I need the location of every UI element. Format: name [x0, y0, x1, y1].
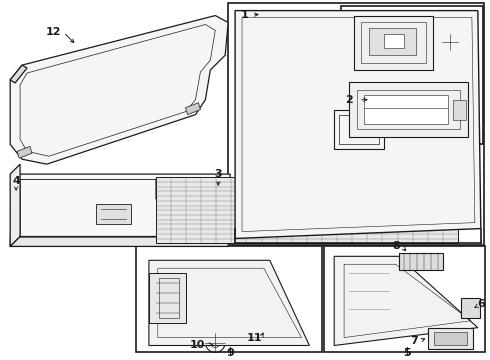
Polygon shape: [384, 35, 404, 48]
Text: 12: 12: [46, 27, 62, 37]
Text: 1: 1: [241, 10, 249, 19]
Polygon shape: [434, 332, 467, 346]
Polygon shape: [149, 260, 309, 346]
Polygon shape: [10, 164, 20, 246]
Polygon shape: [149, 273, 186, 323]
Text: 10: 10: [190, 339, 205, 350]
Text: 11: 11: [247, 333, 263, 343]
Text: 4: 4: [12, 176, 20, 186]
Polygon shape: [10, 174, 230, 246]
Polygon shape: [453, 100, 466, 120]
Polygon shape: [10, 65, 27, 83]
Polygon shape: [349, 82, 468, 138]
Polygon shape: [10, 15, 228, 164]
Bar: [228, 3, 484, 246]
Text: 9: 9: [226, 348, 234, 359]
Text: 8: 8: [392, 242, 400, 251]
Circle shape: [265, 320, 271, 326]
Text: 7: 7: [411, 336, 418, 346]
Text: 6: 6: [477, 299, 485, 309]
Polygon shape: [10, 237, 228, 246]
Polygon shape: [97, 204, 131, 224]
Polygon shape: [156, 179, 196, 209]
Polygon shape: [428, 328, 473, 350]
Polygon shape: [186, 103, 200, 114]
Circle shape: [447, 39, 453, 45]
Polygon shape: [364, 95, 448, 123]
Polygon shape: [354, 15, 433, 70]
Text: 5: 5: [403, 348, 410, 359]
Text: 3: 3: [215, 169, 222, 179]
Polygon shape: [398, 253, 443, 270]
Bar: [324, 246, 485, 352]
Polygon shape: [461, 298, 480, 318]
Polygon shape: [334, 256, 478, 346]
Polygon shape: [369, 28, 416, 55]
Bar: [341, 6, 483, 144]
Bar: [136, 246, 322, 352]
Polygon shape: [156, 177, 458, 243]
Polygon shape: [17, 147, 32, 158]
Polygon shape: [235, 10, 481, 238]
Text: 2: 2: [345, 95, 353, 105]
